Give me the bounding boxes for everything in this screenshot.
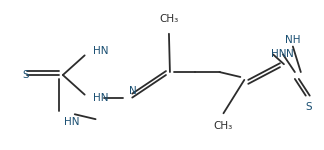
Text: N: N bbox=[286, 49, 294, 59]
Text: HN: HN bbox=[64, 117, 79, 127]
Text: N: N bbox=[129, 86, 137, 96]
Text: S: S bbox=[305, 102, 312, 111]
Text: HN: HN bbox=[93, 93, 108, 103]
Text: HN: HN bbox=[93, 46, 108, 56]
Text: HN: HN bbox=[271, 49, 286, 59]
Text: S: S bbox=[22, 70, 29, 80]
Text: CH₃: CH₃ bbox=[159, 14, 179, 24]
Text: NH: NH bbox=[285, 34, 301, 45]
Text: CH₃: CH₃ bbox=[214, 121, 233, 131]
